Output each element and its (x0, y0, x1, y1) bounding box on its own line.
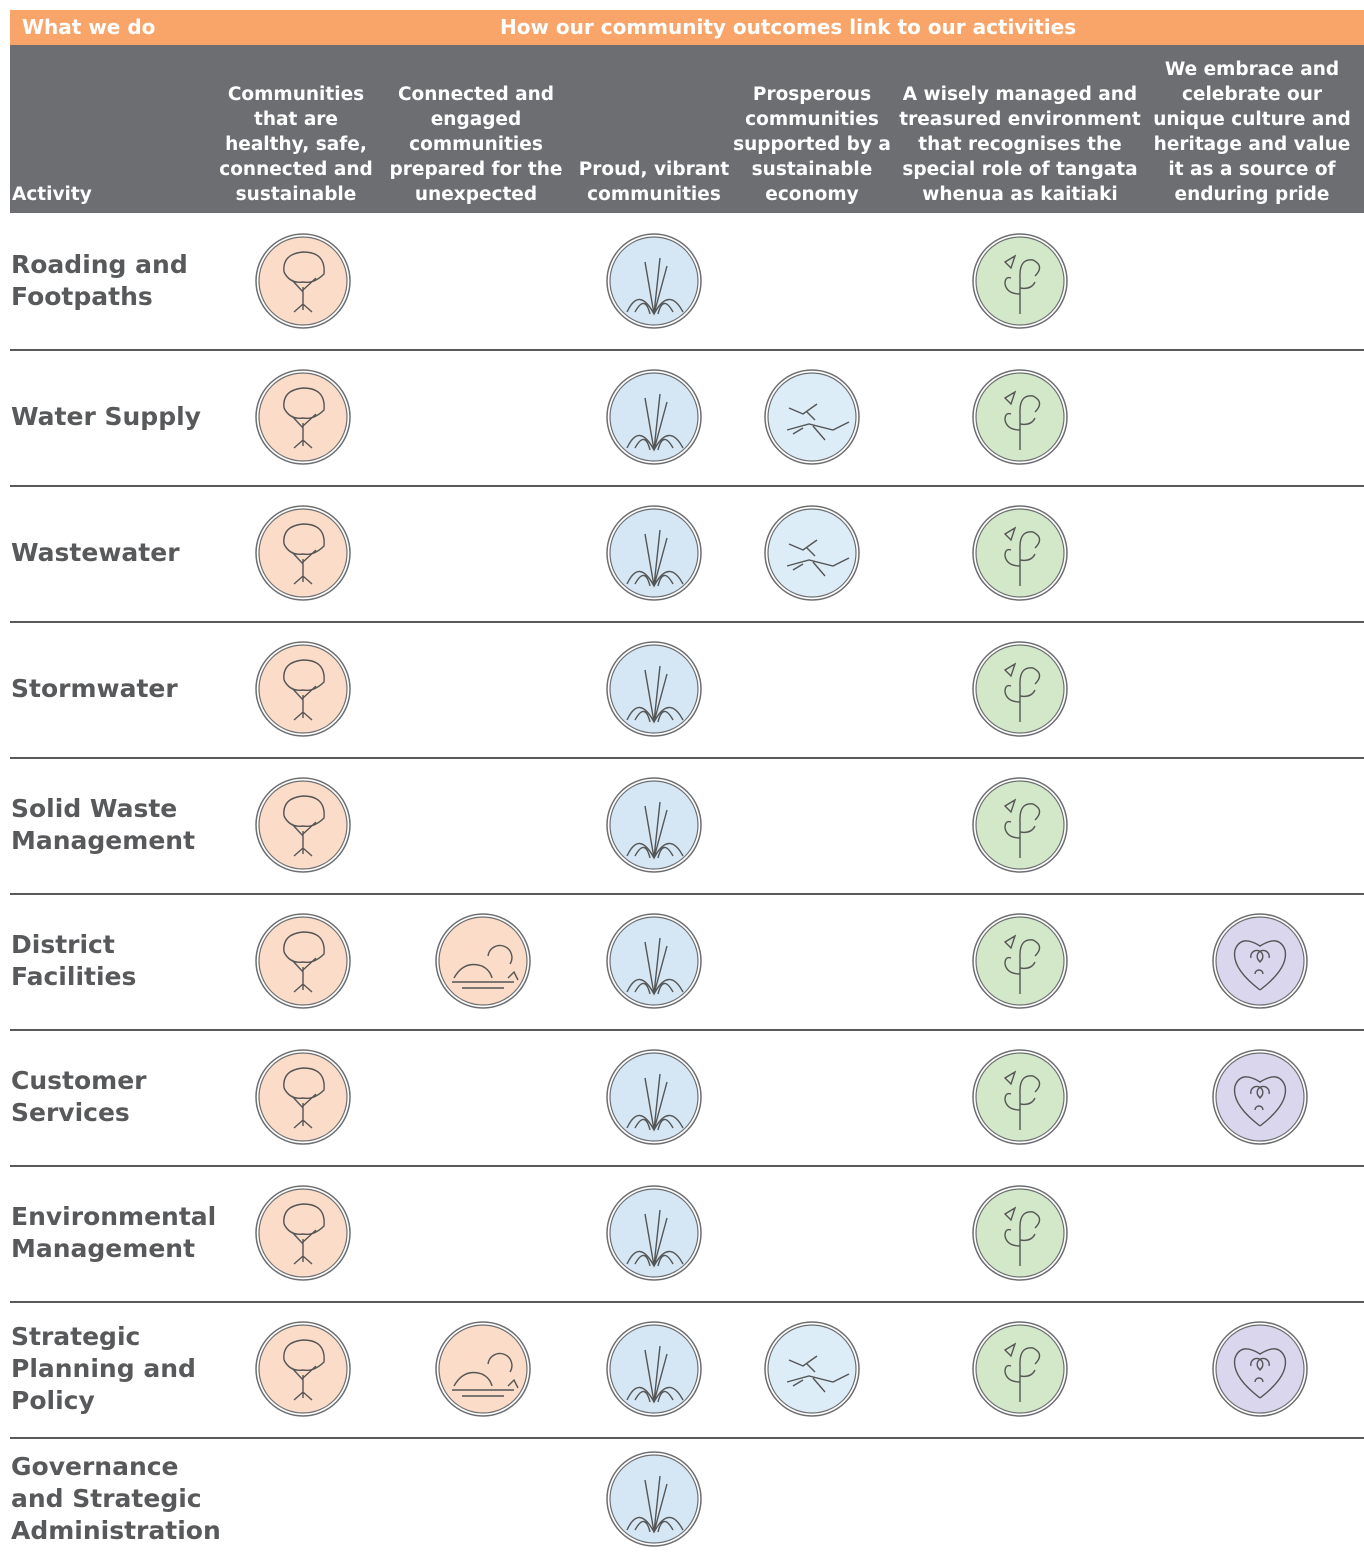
row-divider (10, 1437, 1364, 1439)
column-header: Activity Communities that are healthy, s… (10, 45, 1364, 213)
outcome-heading: Communities that are healthy, safe, conn… (212, 82, 380, 207)
outcome-heading: A wisely managed and treasured environme… (892, 82, 1148, 207)
activity-label: District Facilities (11, 929, 221, 993)
activity-label: Water Supply (11, 401, 221, 433)
outcome-icon (763, 1320, 861, 1418)
outcome-icon (434, 912, 532, 1010)
row-divider (10, 621, 1364, 623)
outcome-icon (254, 1048, 352, 1146)
activity-label: Customer Services (11, 1065, 221, 1129)
outcome-icon (254, 504, 352, 602)
outcome-heading: Prosperous communities supported by a su… (728, 82, 896, 207)
section-left: What we do (22, 15, 155, 39)
row-divider (10, 349, 1364, 351)
outcome-icon (971, 1184, 1069, 1282)
activity-label: Stormwater (11, 673, 221, 705)
outcome-icon (1211, 1320, 1309, 1418)
outcome-icon (763, 368, 861, 466)
outcome-icon (971, 912, 1069, 1010)
outcome-heading: We embrace and celebrate our unique cult… (1150, 57, 1354, 207)
outcome-heading: Proud, vibrant communities (570, 157, 738, 207)
outcome-icon (1211, 912, 1309, 1010)
activity-label: Roading and Footpaths (11, 249, 221, 313)
outcome-icon (1211, 1048, 1309, 1146)
outcome-icon (434, 1320, 532, 1418)
outcome-icon (605, 640, 703, 738)
outcome-icon (254, 368, 352, 466)
row-divider (10, 757, 1364, 759)
outcome-icon (254, 1320, 352, 1418)
outcome-icon (971, 368, 1069, 466)
outcome-icon (254, 232, 352, 330)
activity-label: Strategic Planning and Policy (11, 1321, 221, 1417)
outcome-icon (254, 640, 352, 738)
outcome-icon (605, 1184, 703, 1282)
section-right: How our community outcomes link to our a… (500, 15, 1076, 39)
row-divider (10, 1029, 1364, 1031)
outcome-icon (605, 1320, 703, 1418)
outcome-icon (605, 368, 703, 466)
outcome-icon (605, 504, 703, 602)
row-divider (10, 1165, 1364, 1167)
page: What we do How our community outcomes li… (0, 0, 1364, 1566)
outcome-icon (971, 232, 1069, 330)
outcome-icon (971, 504, 1069, 602)
outcome-icon (605, 1048, 703, 1146)
outcome-icon (254, 776, 352, 874)
outcome-icon (254, 912, 352, 1010)
row-divider (10, 1301, 1364, 1303)
outcome-heading: Connected and engaged communities prepar… (386, 82, 566, 207)
activity-label: Governance and Strategic Administration (11, 1451, 221, 1547)
activity-label: Wastewater (11, 537, 221, 569)
outcome-icon (971, 776, 1069, 874)
activity-label: Environmental Management (11, 1201, 221, 1265)
outcome-icon (605, 232, 703, 330)
outcome-icon (971, 1048, 1069, 1146)
row-divider (10, 485, 1364, 487)
outcome-icon (971, 640, 1069, 738)
outcome-icon (971, 1320, 1069, 1418)
activity-heading: Activity (12, 182, 92, 207)
outcome-icon (605, 912, 703, 1010)
row-divider (10, 893, 1364, 895)
outcome-icon (605, 1450, 703, 1548)
outcome-icon (254, 1184, 352, 1282)
section-bar: What we do How our community outcomes li… (10, 10, 1364, 45)
outcome-icon (605, 776, 703, 874)
outcome-icon (763, 504, 861, 602)
activity-label: Solid Waste Management (11, 793, 221, 857)
